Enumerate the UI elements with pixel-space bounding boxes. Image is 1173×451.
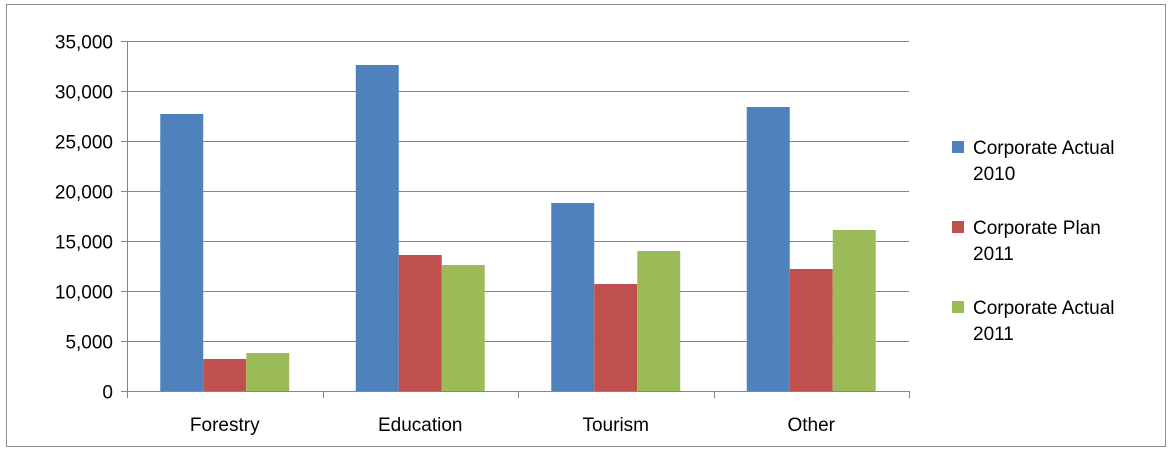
- legend-label: Corporate Plan 2011: [973, 218, 1101, 265]
- bar-forestry-series-1: [160, 114, 204, 391]
- y-tick-labels: 0 5,000 10,000 15,000 20,000 25,000 30,000 35,0…: [55, 33, 113, 404]
- x-tick-label: Education: [378, 415, 463, 436]
- x-tick-label: Tourism: [582, 415, 649, 436]
- bar-education-series-3: [441, 265, 485, 391]
- bar-other-series-2: [789, 269, 833, 391]
- bar-tourism-series-3: [637, 251, 681, 391]
- bar-other-series-1: [746, 107, 790, 391]
- bar-tourism-series-2: [594, 284, 638, 391]
- legend-label: Corporate Actual 2011: [973, 298, 1115, 345]
- y-tick-label: 30,000: [55, 83, 113, 104]
- bar-tourism-series-1: [551, 203, 595, 391]
- legend-swatch: [952, 221, 964, 233]
- bar-education-series-1: [355, 65, 399, 391]
- legend-label-line: Corporate Plan: [973, 218, 1101, 239]
- legend-label-line: Corporate Actual: [973, 298, 1115, 319]
- legend-label-line: 2011: [973, 324, 1014, 345]
- y-tick-label: 15,000: [55, 233, 113, 254]
- bar-education-series-2: [398, 255, 442, 391]
- y-tick-label: 5,000: [65, 333, 113, 354]
- y-tick-label: 10,000: [55, 283, 113, 304]
- bar-forestry-series-3: [246, 353, 290, 391]
- y-tick-label: 25,000: [55, 133, 113, 154]
- legend-label: Corporate Actual 2010: [973, 138, 1115, 185]
- legend-label-line: 2010: [973, 164, 1015, 185]
- legend-label-line: Corporate Actual: [973, 138, 1115, 159]
- legend-label-line: 2011: [973, 244, 1014, 265]
- y-tick-label: 35,000: [55, 33, 113, 54]
- axes: [121, 41, 910, 398]
- y-tick-label: 20,000: [55, 183, 113, 204]
- legend-swatch: [952, 141, 964, 153]
- legend-swatch: [952, 301, 964, 313]
- x-tick-label: Forestry: [190, 415, 260, 436]
- x-tick-labels: Forestry Education Tourism Other: [190, 415, 836, 436]
- bar-forestry-series-2: [203, 359, 247, 391]
- x-tick-label: Other: [787, 415, 835, 436]
- bar-other-series-3: [832, 230, 876, 391]
- y-tick-label: 0: [102, 383, 113, 404]
- bars: [160, 65, 876, 391]
